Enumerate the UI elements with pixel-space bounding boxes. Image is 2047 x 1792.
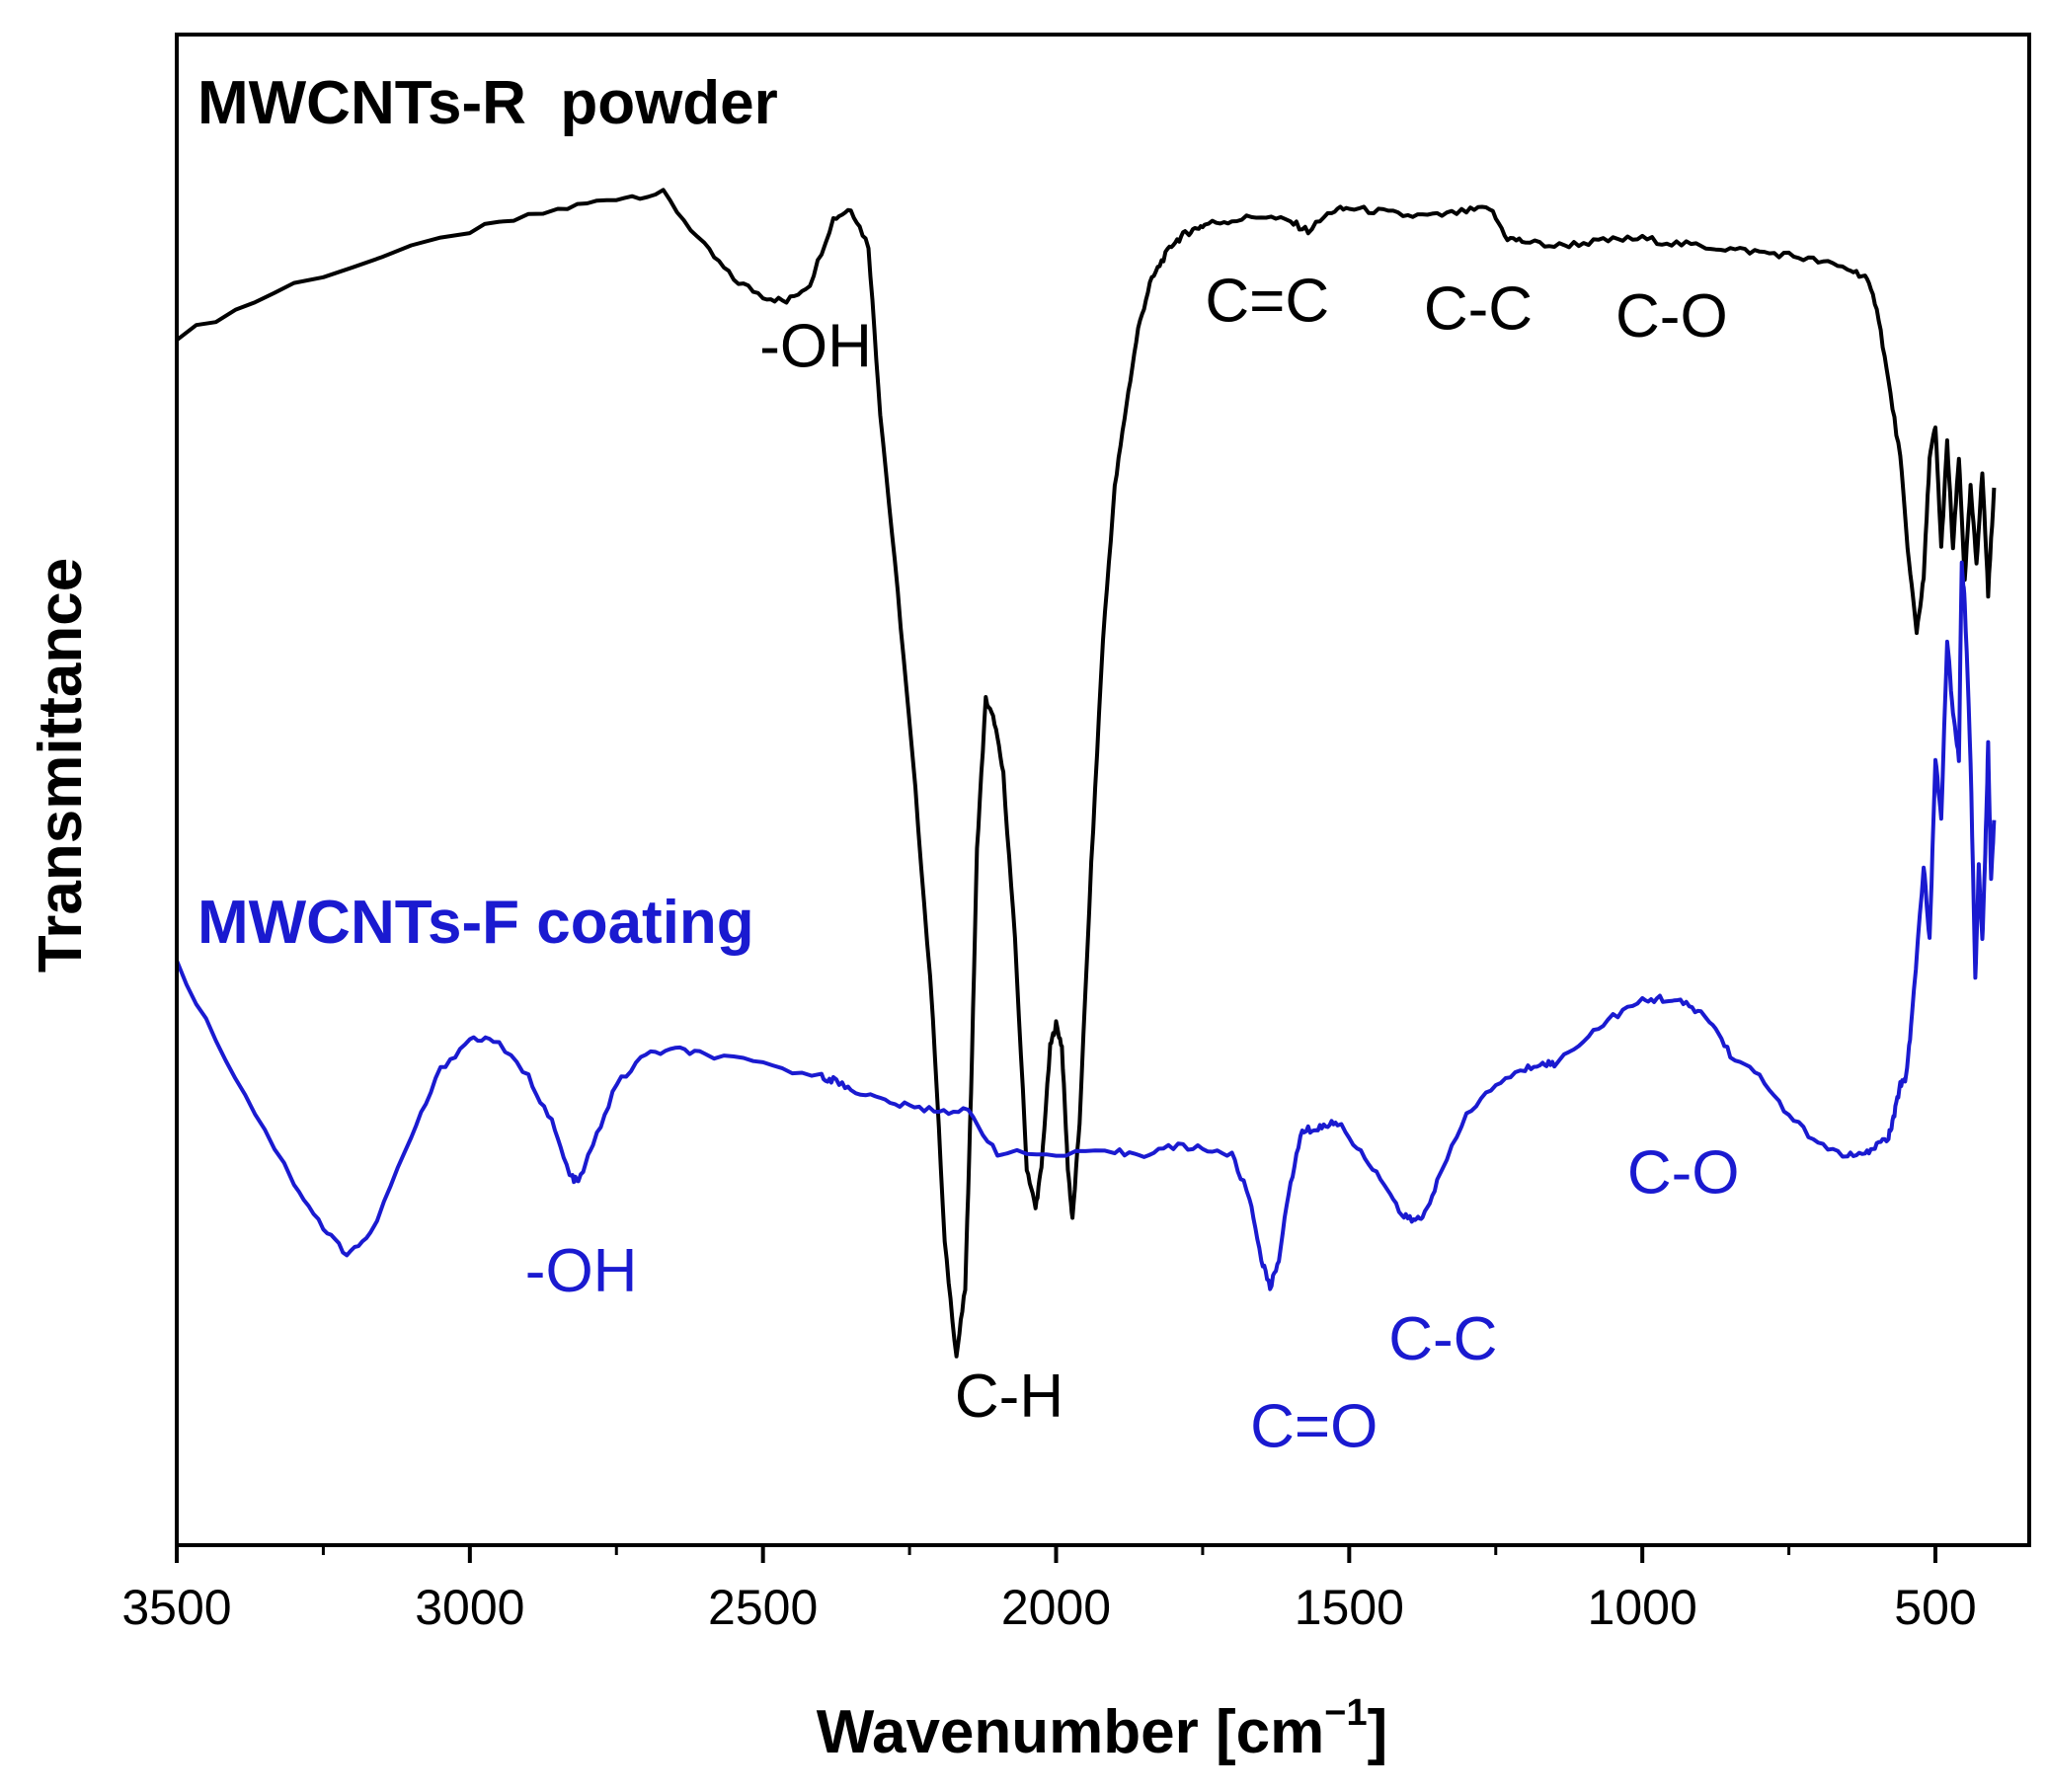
x-tick-label: 1000 bbox=[1588, 1580, 1697, 1635]
x-tick-label: 500 bbox=[1894, 1580, 1976, 1635]
peak-label: C-O bbox=[1627, 1139, 1740, 1208]
peak-label: -OH bbox=[759, 313, 872, 381]
x-axis-label-superscript: −1 bbox=[1324, 1692, 1367, 1734]
y-axis-label: Transmittance bbox=[27, 558, 95, 973]
series-line-mwcnts-f-coating bbox=[175, 560, 1997, 1291]
series-label-mwcnts-f-coating: MWCNTs-F coating bbox=[197, 889, 754, 957]
x-tick-label: 3500 bbox=[121, 1580, 231, 1635]
peak-label: C=C bbox=[1205, 268, 1329, 336]
x-axis-label-close: ] bbox=[1368, 1698, 1388, 1766]
peak-label: C-C bbox=[1424, 274, 1533, 343]
series-label-mwcnts-r-powder: MWCNTs-R powder bbox=[197, 69, 778, 137]
x-tick-label: 2000 bbox=[1001, 1580, 1111, 1635]
annotation-layer: MWCNTs-R powder -OH C=C C-C C-O C-H MWCNTs-F c… bbox=[197, 69, 1740, 1461]
peak-label: -OH bbox=[525, 1237, 638, 1305]
x-tick-label: 1500 bbox=[1295, 1580, 1404, 1635]
plot-frame bbox=[175, 33, 2031, 1547]
x-axis-ticks: 3500 3000 2500 2000 1500 1000 500 bbox=[121, 1545, 1977, 1635]
peak-label: C-H bbox=[955, 1363, 1063, 1431]
peak-label: C=O bbox=[1250, 1393, 1378, 1461]
x-axis-label-main: Wavenumber [cm bbox=[817, 1698, 1325, 1766]
peak-label: C-C bbox=[1388, 1305, 1497, 1373]
series-line-mwcnts-r-powder bbox=[175, 188, 1997, 1359]
series-layer bbox=[175, 188, 1997, 1359]
x-tick-label: 2500 bbox=[708, 1580, 818, 1635]
x-tick-label: 3000 bbox=[415, 1580, 524, 1635]
x-axis-label: Wavenumber [cm−1] bbox=[817, 1692, 1387, 1766]
peak-label: C-O bbox=[1615, 282, 1728, 351]
